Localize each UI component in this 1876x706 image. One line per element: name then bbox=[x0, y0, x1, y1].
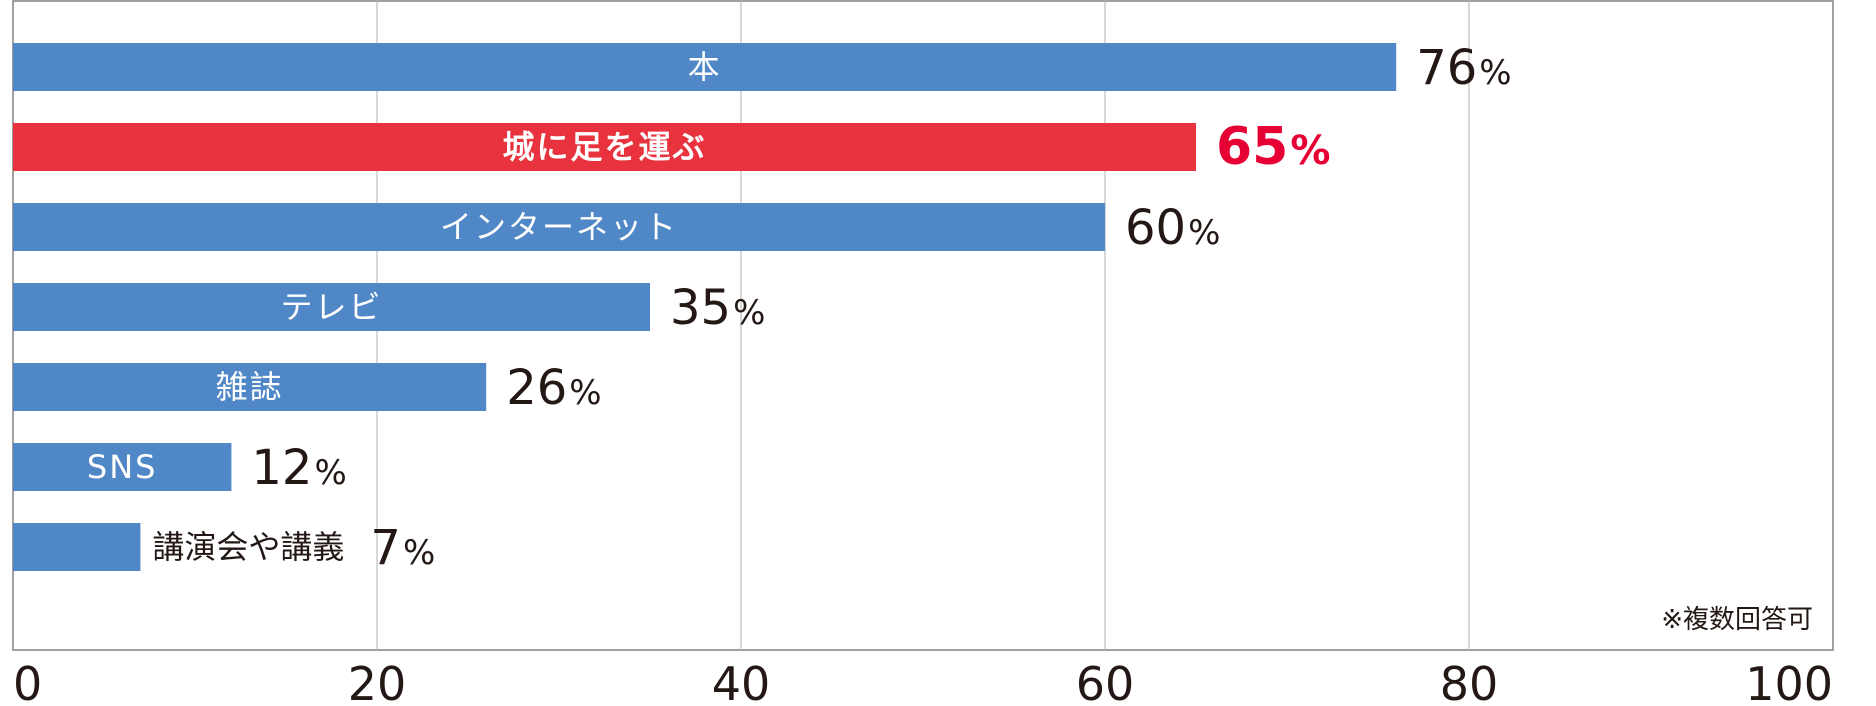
category-label: インターネット bbox=[440, 208, 678, 246]
value-number: 12 bbox=[251, 440, 312, 496]
bar bbox=[13, 283, 650, 331]
bar bbox=[13, 523, 141, 571]
category-label: 雑誌 bbox=[216, 368, 284, 406]
category-label: 城に足を運ぶ bbox=[502, 128, 706, 166]
value-unit: % bbox=[1188, 213, 1220, 253]
value-label: 26% bbox=[506, 360, 601, 416]
value-number: 65 bbox=[1216, 117, 1288, 177]
category-label: テレビ bbox=[280, 288, 382, 326]
bar-highlighted bbox=[13, 123, 1196, 171]
value-label: 12% bbox=[251, 440, 346, 496]
value-label: 76% bbox=[1416, 40, 1511, 96]
category-label: SNS bbox=[87, 448, 158, 486]
value-number: 35 bbox=[670, 280, 731, 336]
label-layer: 本 76% 城に足を運ぶ 65% インターネット 60% テレビ 35% 雑誌 26% SNS 12%… bbox=[87, 40, 1512, 576]
value-number: 76 bbox=[1416, 40, 1477, 96]
value-unit: % bbox=[1290, 128, 1330, 174]
value-label: 65% bbox=[1216, 117, 1330, 177]
bar bbox=[13, 443, 232, 491]
value-unit: % bbox=[569, 373, 601, 413]
value-unit: % bbox=[314, 453, 346, 493]
bar bbox=[13, 203, 1105, 251]
value-unit: % bbox=[403, 533, 435, 573]
x-tick-label: 60 bbox=[1076, 657, 1135, 706]
bar bbox=[13, 43, 1397, 91]
x-tick-label: 20 bbox=[348, 657, 407, 706]
value-label: 60% bbox=[1125, 200, 1220, 256]
x-tick-label: 0 bbox=[13, 657, 42, 706]
value-number: 26 bbox=[506, 360, 567, 416]
value-number: 7 bbox=[370, 520, 401, 576]
value-unit: % bbox=[733, 293, 765, 333]
bar-layer bbox=[13, 43, 1397, 571]
bar bbox=[13, 363, 487, 411]
axis-layer: 0 20 40 60 80 100 bbox=[13, 657, 1833, 706]
value-number: 60 bbox=[1125, 200, 1186, 256]
x-tick-label: 80 bbox=[1440, 657, 1499, 706]
category-label: 講演会や講義 bbox=[152, 528, 344, 566]
value-label: 35% bbox=[670, 280, 765, 336]
value-label: 7% bbox=[370, 520, 435, 576]
value-unit: % bbox=[1479, 53, 1511, 93]
x-tick-label: 100 bbox=[1745, 657, 1833, 706]
annotation-note: ※複数回答可 bbox=[1661, 605, 1813, 635]
category-label: 本 bbox=[688, 48, 722, 86]
x-tick-label: 40 bbox=[712, 657, 771, 706]
